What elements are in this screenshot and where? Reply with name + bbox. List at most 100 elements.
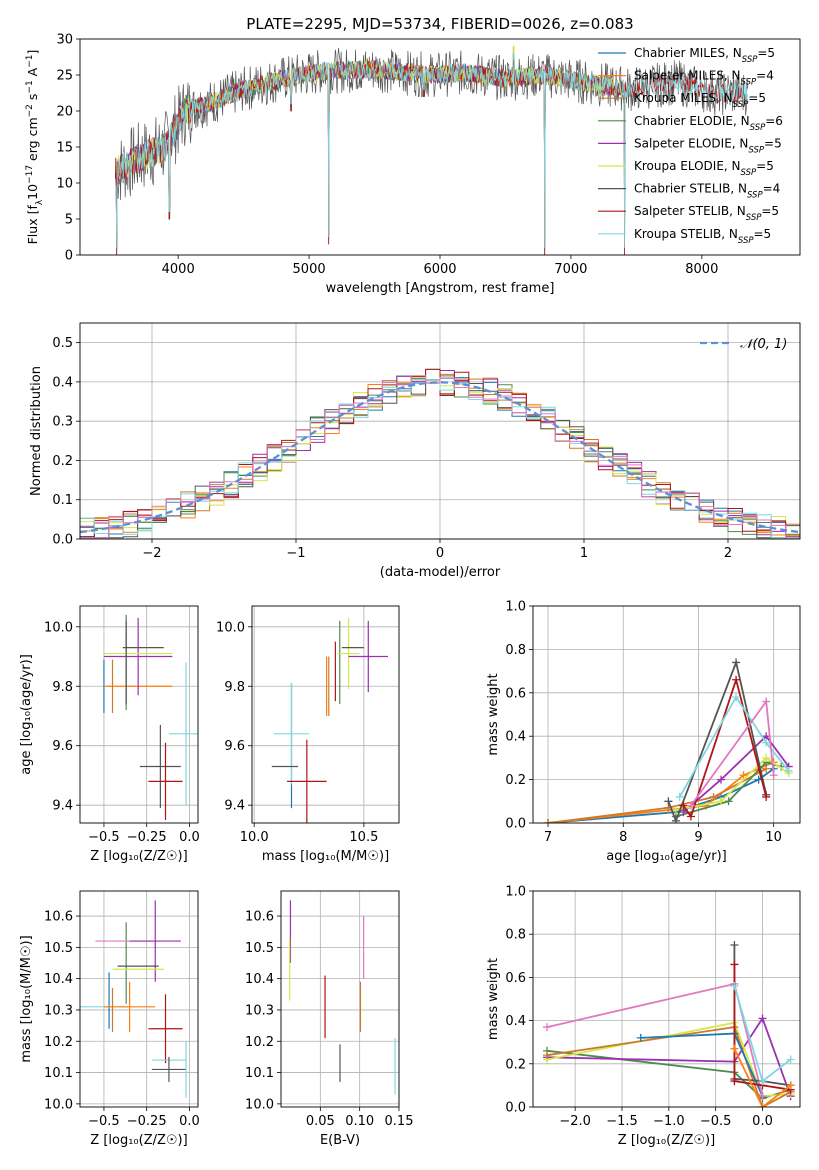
y-tick-label: 0.4 (505, 730, 526, 745)
legend-label: Kroupa ELODIE, N (634, 159, 741, 173)
legend-sub: SSP (746, 213, 762, 223)
y-tick-label: 10.4 (44, 972, 73, 987)
y-tick-label: 10.0 (216, 620, 245, 635)
legend-sub: SSP (741, 78, 757, 88)
y-tick-label: 10.5 (245, 941, 274, 956)
series-line (733, 1048, 792, 1107)
data-marker (730, 982, 739, 991)
data-marker (762, 697, 771, 706)
data-marker (762, 738, 771, 747)
axes-frame (280, 890, 400, 1108)
legend-label: Salpeter MILES, N (634, 69, 741, 83)
series-line (682, 676, 768, 819)
panel-residuals: −2 −1 0 1 2 0.0 0.1 0.2 0.3 0.4 0.5 (data-model)/er… (29, 322, 801, 580)
legend-label: Kroupa STELIB, N (634, 227, 738, 241)
y-axis-label-part: s (25, 94, 40, 105)
legend-entry: Salpeter STELIB, NSSP=5 (634, 204, 779, 223)
series-line (675, 761, 782, 818)
y-tick-label: 9.6 (52, 739, 73, 754)
x-tick-label: 0.0 (179, 1114, 200, 1129)
panel-mass_age: 10.0 10.5 9.4 9.6 9.8 10.0 mass [log₁₀(M/M☉)] (216, 605, 400, 864)
panel-z_age: −0.5 −0.25 0.0 9.4 9.6 9.8 10.0 Z [log₁₀(Z/Z☉)]… (19, 605, 200, 864)
x-tick-label: 7000 (554, 262, 587, 277)
data-marker (636, 1033, 645, 1042)
y-tick-label: 0.3 (52, 415, 73, 430)
y-axis-label-part: 10 (25, 184, 40, 200)
x-axis-label: E(B-V) (320, 1133, 360, 1148)
data-marker (730, 1044, 739, 1053)
legend-label: Chabrier MILES, N (634, 46, 742, 60)
x-tick-label: −1.5 (606, 1114, 638, 1129)
legend-n: =5 (756, 159, 774, 173)
y-tick-label: 9.8 (52, 680, 73, 695)
y-tick-label: 10.6 (245, 910, 274, 925)
y-axis-label-part: −17 (25, 165, 35, 184)
plot-area (80, 368, 800, 539)
legend-n: =5 (757, 46, 775, 60)
x-tick-label: 0.10 (345, 1114, 374, 1129)
y-tick-label: 9.8 (224, 680, 245, 695)
y-tick-label: 10.6 (44, 910, 73, 925)
x-tick-label: −1.0 (653, 1114, 685, 1129)
y-tick-label: 5 (65, 213, 73, 228)
spectrum-line (115, 53, 748, 248)
y-axis-label: age [log₁₀(age/yr)] (19, 654, 34, 775)
panel-z_weight: −2.0 −1.5 −1.0 −0.5 0.0 0.0 0.2 0.4 0.6 0.8 1.0 Z [… (486, 885, 801, 1148)
legend-entry: Chabrier STELIB, NSSP=4 (634, 182, 780, 201)
y-tick-label: 1.0 (505, 885, 526, 900)
figure-title: PLATE=2295, MJD=53734, FIBERID=0026, z=0… (246, 15, 633, 33)
panel-spectrum: 4000 5000 6000 7000 8000 0 5 10 15 20 25 30 waveleng… (25, 33, 801, 296)
gaussian-line (80, 381, 800, 534)
x-axis-label: Z [log₁₀(Z/Z☉)] (618, 1133, 715, 1148)
y-axis-label-part: λ (35, 199, 45, 205)
x-axis-label: age [log₁₀(age/yr)] (606, 849, 727, 864)
data-marker (732, 675, 741, 684)
data-marker (724, 797, 733, 806)
plot-area (271, 617, 389, 823)
x-tick-label: 1 (580, 546, 588, 561)
panel-z_mass: −0.5 −0.25 0.0 10.0 10.1 10.2 10.3 10.4 10.5 10.6… (19, 890, 200, 1148)
x-tick-label: −2 (142, 546, 161, 561)
legend-label: Kroupa MILES, N (634, 91, 733, 105)
y-tick-label: 25 (56, 69, 73, 84)
y-tick-label: 0.4 (505, 1014, 526, 1029)
x-tick-label: 0 (436, 546, 444, 561)
data-marker (664, 797, 673, 806)
y-tick-label: 15 (56, 141, 73, 156)
x-tick-label: 0.0 (179, 830, 200, 845)
series-line (678, 695, 790, 798)
y-tick-label: 0.2 (505, 1057, 526, 1072)
y-tick-label: 0.4 (52, 375, 73, 390)
plot-area (103, 614, 198, 821)
legend: 𝒩(0, 1) (700, 337, 787, 352)
legend-entry: Chabrier MILES, NSSP=5 (634, 46, 775, 65)
y-tick-label: 9.4 (52, 799, 73, 814)
axes-frame (79, 322, 801, 540)
y-tick-label: 0.2 (505, 773, 526, 788)
series-line (682, 734, 790, 813)
y-tick-label: 10.0 (245, 1097, 274, 1112)
x-tick-label: 8000 (685, 262, 718, 277)
x-tick-label: 7 (544, 830, 552, 845)
y-tick-label: 1.0 (505, 600, 526, 615)
series-line (667, 659, 768, 823)
legend-sub: SSP (741, 168, 757, 178)
y-tick-label: 10.4 (245, 972, 274, 987)
x-tick-label: 10.5 (349, 830, 378, 845)
legend-sub: SSP (748, 145, 764, 155)
x-tick-label: 4000 (162, 262, 195, 277)
legend-n: =5 (764, 136, 782, 150)
axes-frame (532, 605, 801, 824)
y-tick-label: 0.0 (505, 817, 526, 832)
legend-sub: SSP (747, 191, 763, 201)
y-tick-label: 0.6 (505, 971, 526, 986)
y-tick-label: 0.8 (505, 928, 526, 943)
histogram-step (80, 375, 800, 539)
x-tick-label: 0.15 (385, 1114, 414, 1129)
grid (252, 606, 399, 823)
y-tick-label: 0.8 (505, 643, 526, 658)
data-marker (762, 792, 771, 801)
data-marker (730, 941, 739, 949)
data-marker (758, 1014, 767, 1023)
y-axis-label: Flux [fλ10−17 erg cm−2 s−1 A−1] (25, 50, 45, 245)
